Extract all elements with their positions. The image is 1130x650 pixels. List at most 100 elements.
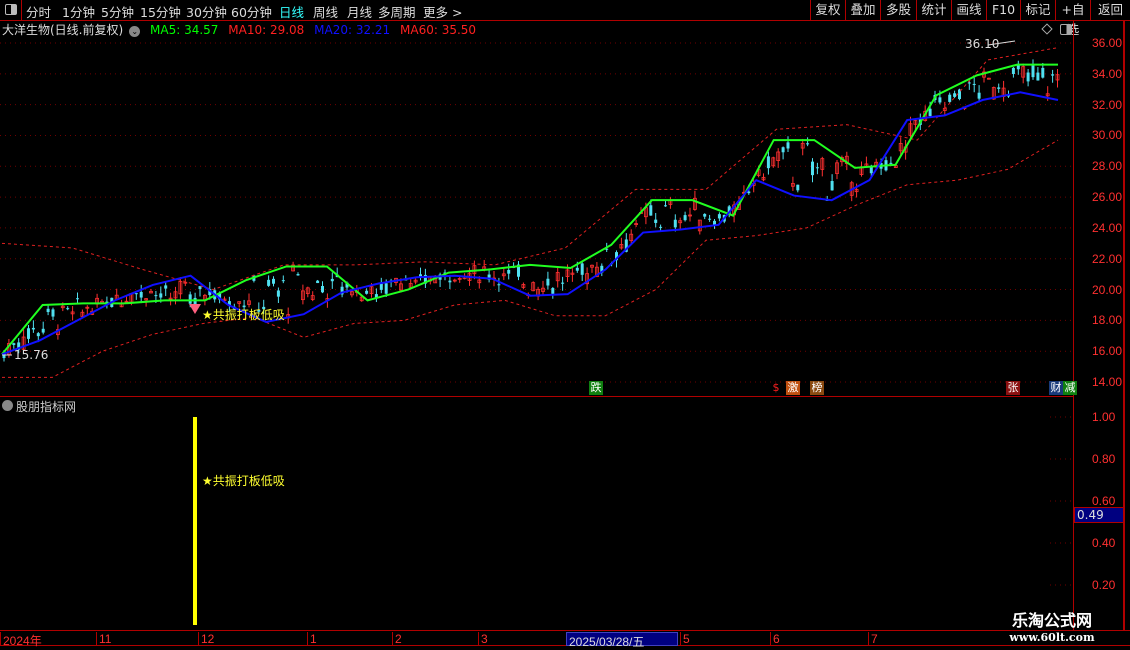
candle (854, 189, 859, 193)
toolbar-button-2[interactable]: 多股 (880, 0, 916, 20)
toolbar-button-4[interactable]: 画线 (951, 0, 986, 20)
candle (183, 281, 188, 284)
candle (257, 309, 261, 312)
candle (41, 328, 45, 333)
candle (507, 269, 511, 274)
axis-divider (1073, 21, 1074, 630)
candle (419, 274, 422, 278)
candle (659, 226, 663, 228)
candle (967, 82, 971, 84)
toolbar-button-1[interactable]: 叠加 (845, 0, 880, 20)
event-marker[interactable]: 跌 (589, 381, 603, 395)
period-tab-3[interactable]: 15分钟 (140, 5, 181, 20)
candle (76, 298, 79, 300)
candle (806, 143, 810, 145)
period-tab-8[interactable]: 月线 (347, 5, 373, 20)
candle (786, 142, 790, 149)
candle (242, 305, 246, 308)
candle (551, 288, 555, 294)
dropdown-icon[interactable]: ⌄ (129, 26, 141, 37)
stock-info-bar: 大洋生物(日线.前复权) ⌄ MA5: 34.57 MA10: 29.08 MA2… (0, 21, 482, 37)
period-tab-0[interactable]: 分时 (26, 5, 52, 20)
candle (134, 293, 138, 295)
period-tab-1[interactable]: 1分钟 (62, 5, 95, 20)
candle (477, 279, 482, 284)
candle (267, 279, 271, 286)
candle (247, 300, 251, 305)
high-price-label: 36.10 (965, 37, 1000, 51)
candle (305, 287, 310, 294)
candle (1016, 64, 1020, 70)
indicator-current-value: 0.49 (1074, 507, 1124, 523)
candle (374, 294, 378, 299)
candle (541, 287, 545, 292)
event-marker[interactable]: $ (772, 381, 780, 394)
event-marker[interactable]: 财 (1049, 381, 1063, 395)
candle (619, 244, 624, 249)
candle (208, 289, 212, 296)
candle (218, 292, 222, 300)
candle (349, 291, 354, 296)
price-chart[interactable] (0, 0, 1074, 630)
candle (948, 94, 952, 102)
ma5-value: MA5: 34.57 (150, 23, 219, 37)
dropdown-icon[interactable] (2, 400, 13, 411)
toolbar-button-6[interactable]: 标记 (1020, 0, 1055, 20)
period-tab-10[interactable]: 更多 > (423, 5, 463, 20)
toolbar-button-0[interactable]: 复权 (810, 0, 845, 20)
ma60-value: MA60: 35.50 (400, 23, 477, 37)
candle (844, 155, 849, 164)
candle (531, 282, 536, 292)
toolbar-button-8[interactable]: 返回 (1090, 0, 1130, 20)
candle (31, 327, 35, 330)
watermark-logo: 乐淘公式网 www.60lt.com (997, 607, 1107, 644)
candle (345, 282, 349, 288)
candle (776, 151, 781, 161)
period-tab-2[interactable]: 5分钟 (101, 5, 134, 20)
price-tick: 18.00 (1092, 313, 1123, 328)
candle (168, 297, 173, 300)
candle (452, 279, 457, 282)
period-tab-6[interactable]: 日线 (279, 5, 305, 20)
date-tick: 2 (392, 632, 402, 646)
toolbar-button-5[interactable]: F10 (986, 0, 1020, 20)
period-tab-9[interactable]: 多周期 (378, 5, 416, 20)
event-marker[interactable]: 激 (786, 381, 800, 395)
event-marker[interactable]: 张 (1006, 381, 1020, 395)
indicator-tick: 1.00 (1092, 410, 1116, 424)
event-marker[interactable]: 榜 (810, 381, 824, 395)
indicator-tick: 0.60 (1092, 494, 1116, 508)
candle (237, 301, 242, 304)
candle (649, 205, 653, 216)
candle (953, 93, 957, 97)
candle (1045, 93, 1050, 97)
panel-toggle-icon[interactable] (1060, 24, 1072, 35)
period-tab-7[interactable]: 周线 (313, 5, 339, 20)
green-line (1, 63, 1058, 355)
candle (1036, 72, 1040, 81)
candle (546, 278, 550, 286)
candle (300, 290, 305, 301)
date-axis: 2024年 11 12 1 2 3 2025/03/28/五 5 6 7 (0, 630, 1130, 649)
layout-toggle-icon[interactable] (0, 0, 22, 20)
price-tick: 16.00 (1092, 344, 1123, 359)
candle (365, 290, 369, 294)
candle (997, 87, 1001, 89)
date-tick: 1 (307, 632, 317, 646)
price-tick: 34.00 (1092, 66, 1123, 81)
candle (359, 296, 364, 302)
toolbar-button-3[interactable]: 统计 (916, 0, 951, 20)
indicator-tick: 0.80 (1092, 452, 1116, 466)
candle (575, 267, 579, 271)
period-tab-5[interactable]: 60分钟 (231, 5, 272, 20)
pane-divider[interactable] (0, 396, 1074, 397)
candle (36, 333, 40, 337)
candle (227, 301, 231, 306)
period-tab-4[interactable]: 30分钟 (186, 5, 227, 20)
candle (408, 283, 413, 288)
event-marker[interactable]: 减 (1063, 381, 1077, 395)
date-tick: 6 (770, 632, 780, 646)
candle (615, 252, 618, 261)
candle (605, 248, 609, 250)
candle (595, 266, 599, 278)
